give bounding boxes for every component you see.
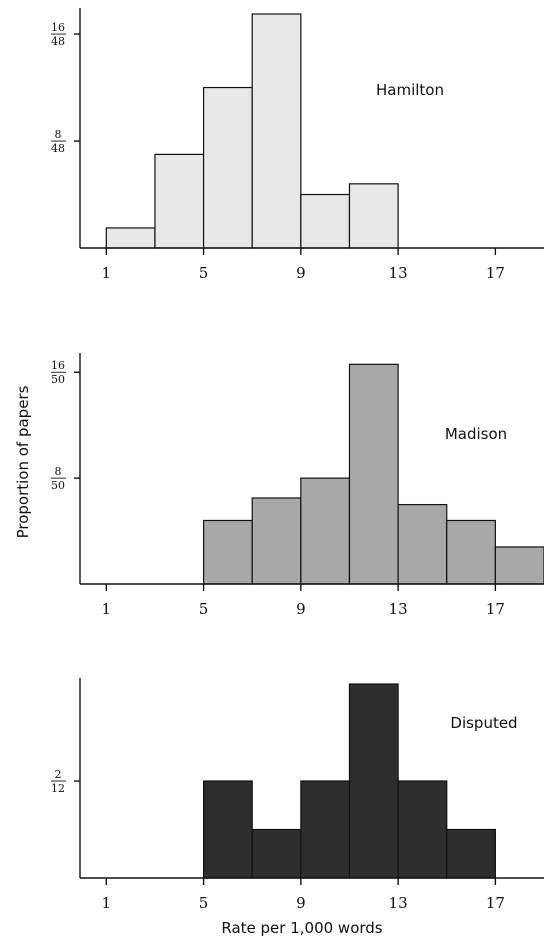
hamilton-x-tick-label-2: 9 <box>296 264 306 282</box>
hamilton-bar-1 <box>154 153 205 249</box>
hamilton-bar-2 <box>202 86 253 249</box>
hamilton-x-tick-label-0: 1 <box>102 264 112 282</box>
madison-bar-3 <box>348 363 399 585</box>
disputed-x-tick-label-4: 17 <box>486 894 505 912</box>
hamilton-bar-4 <box>300 193 351 249</box>
madison-x-tick-label-3: 13 <box>389 600 408 618</box>
madison-y-tick-den-1: 50 <box>51 373 65 386</box>
hamilton-bar-5 <box>348 183 399 249</box>
madison-bar-4 <box>397 503 448 585</box>
disputed-bar-3 <box>348 683 399 879</box>
hamilton-bar-0 <box>105 227 156 249</box>
madison-x-tick-label-2: 9 <box>296 600 306 618</box>
hamilton-x-tick-label-4: 17 <box>486 264 505 282</box>
y-axis-label: Proportion of papers <box>14 385 32 538</box>
madison-bar-2 <box>300 477 351 585</box>
disputed-bar-5 <box>446 828 496 879</box>
disputed-x-tick-label-0: 1 <box>102 894 112 912</box>
madison-bar-1 <box>251 497 302 585</box>
disputed-panel-title: Disputed <box>450 714 517 732</box>
x-axis-label: Rate per 1,000 words <box>221 919 382 937</box>
madison-y-tick-num-0: 8 <box>55 465 62 478</box>
madison-x-tick-label-4: 17 <box>486 600 505 618</box>
hamilton-x-tick-label-1: 5 <box>199 264 209 282</box>
disputed-bar-4 <box>397 780 448 879</box>
madison-x-tick-label-0: 1 <box>102 600 112 618</box>
disputed-x-tick-label-1: 5 <box>199 894 209 912</box>
disputed-bar-1 <box>251 828 302 879</box>
disputed-bar-2 <box>300 780 351 879</box>
disputed-y-tick-den-0: 12 <box>51 782 65 795</box>
madison-y-tick-den-0: 50 <box>51 479 65 492</box>
madison-y-tick-num-1: 16 <box>51 359 65 372</box>
madison-bar-5 <box>446 519 496 585</box>
hamilton-panel-title: Hamilton <box>376 81 444 99</box>
hamilton-x-tick-label-3: 13 <box>389 264 408 282</box>
madison-bar-6 <box>494 546 544 585</box>
disputed-bar-0 <box>202 780 253 879</box>
madison-bar-0 <box>202 519 253 585</box>
disputed-x-tick-label-2: 9 <box>296 894 306 912</box>
hamilton-y-tick-num-1: 16 <box>51 21 65 34</box>
disputed-x-tick-label-3: 13 <box>389 894 408 912</box>
madison-x-tick-label-1: 5 <box>199 600 209 618</box>
hamilton-y-tick-den-1: 48 <box>51 35 65 48</box>
disputed-y-tick-num-0: 2 <box>55 768 62 781</box>
hamilton-bar-3 <box>251 13 302 249</box>
hamilton-y-tick-den-0: 48 <box>51 142 65 155</box>
madison-panel-title: Madison <box>445 425 507 443</box>
hamilton-y-tick-num-0: 8 <box>55 128 62 141</box>
